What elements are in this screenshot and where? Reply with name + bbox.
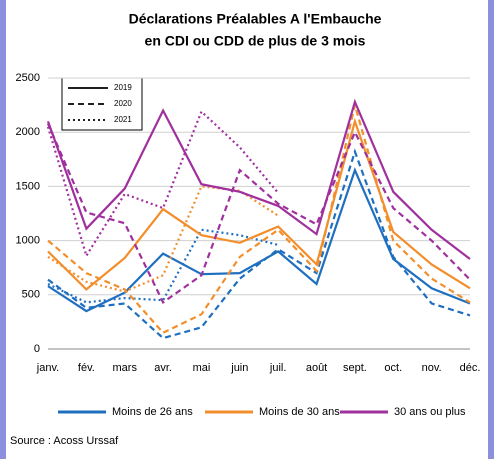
series-line (47, 104, 471, 335)
series-line (47, 185, 279, 293)
style-legend-label: 2019 (114, 83, 132, 92)
x-tick-label: janv. (36, 362, 59, 374)
legend-label: Moins de 26 ans (112, 406, 193, 418)
y-tick-label: 1000 (16, 235, 40, 247)
series-line (47, 117, 471, 291)
x-tick-label: juil. (269, 362, 287, 374)
y-tick-label: 2500 (16, 72, 40, 84)
x-tick-label: mars (113, 362, 138, 374)
source: Source : Acoss Urssaf (10, 435, 119, 447)
x-tick-label: nov. (422, 362, 442, 374)
y-tick-label: 500 (22, 289, 40, 301)
series-line (47, 148, 471, 340)
x-tick-label: juin (230, 362, 248, 374)
x-tick-label: fév. (78, 362, 95, 374)
x-tick-label: avr. (154, 362, 172, 374)
style-legend-label: 2021 (114, 115, 132, 124)
y-tick-label: 1500 (16, 180, 40, 192)
x-tick-label: oct. (384, 362, 402, 374)
panel (6, 0, 488, 459)
y-tick-label: 2000 (16, 126, 40, 138)
x-tick-label: mai (193, 362, 211, 374)
chart-subtitle: en CDI ou CDD de plus de 3 mois (145, 33, 366, 49)
style-legend-label: 2020 (114, 99, 132, 108)
legend-label: Moins de 30 ans (259, 406, 340, 418)
x-tick-label: déc. (460, 362, 481, 374)
series-line (46, 98, 471, 260)
y-tick-label: 0 (34, 343, 40, 355)
x-tick-label: août (306, 362, 327, 374)
series-line (46, 123, 471, 305)
x-tick-label: sept. (343, 362, 367, 374)
chart-title: Déclarations Préalables A l'Embauche (129, 11, 382, 27)
legend-label: 30 ans ou plus (394, 406, 466, 418)
